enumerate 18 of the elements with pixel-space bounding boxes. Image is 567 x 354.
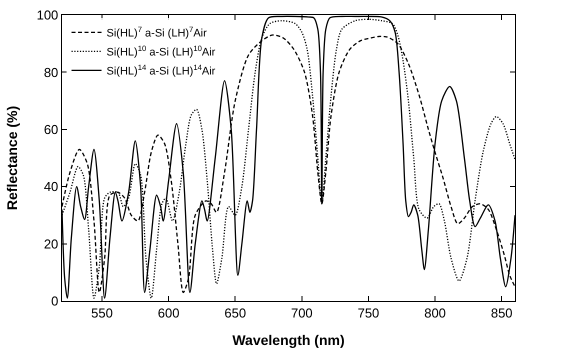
x-tick-label: 750 — [358, 306, 380, 321]
x-tick-label: 850 — [490, 306, 513, 321]
y-tick-label: 60 — [44, 122, 58, 137]
legend-label: Si(HL)$^{10}$ a-Si (LH)$^{10}$Air — [106, 44, 216, 59]
x-tick-label: 650 — [224, 306, 246, 321]
x-tick-label: 550 — [91, 306, 113, 321]
x-tick-label: 800 — [424, 306, 446, 321]
x-axis-title: Wavelength (nm) — [232, 332, 345, 348]
y-axis-title: Reflectance (%) — [4, 106, 20, 210]
y-tick-label: 80 — [44, 64, 58, 80]
y-tick-label: 40 — [44, 179, 58, 194]
x-tick-label: 600 — [158, 306, 180, 321]
legend-label: Si(HL)$^{7}$ a-Si (LH)$^{7}$Air — [106, 25, 208, 40]
legend-label: Si(HL)$^{14}$ a-Si (LH)$^{14}$Air — [106, 63, 216, 78]
y-tick-label: 0 — [51, 294, 58, 309]
y-tick-label: 100 — [36, 8, 58, 23]
y-tick-label: 20 — [44, 236, 58, 252]
x-tick-label: 700 — [290, 306, 313, 321]
